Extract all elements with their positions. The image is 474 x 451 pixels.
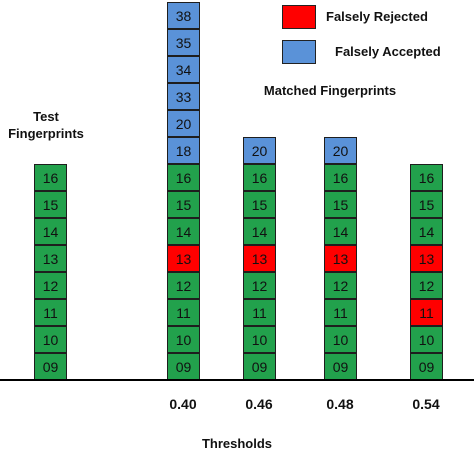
legend-swatch-falsely-rejected <box>282 5 316 29</box>
legend-label-falsely-accepted: Falsely Accepted <box>335 44 441 59</box>
fingerprint-cell: 11 <box>243 299 276 326</box>
fingerprint-cell: 09 <box>243 353 276 380</box>
column-threshold-0.40: 38 35 34 33 20 18 16 15 14 13 12 11 10 09 <box>167 2 200 380</box>
fingerprint-cell: 09 <box>34 353 67 380</box>
fingerprint-cell: 20 <box>167 110 200 137</box>
fingerprint-cell: 09 <box>324 353 357 380</box>
fingerprint-cell: 12 <box>167 272 200 299</box>
fingerprint-cell: 14 <box>410 218 443 245</box>
fingerprint-cell: 10 <box>243 326 276 353</box>
fingerprint-cell: 34 <box>167 56 200 83</box>
column-threshold-0.48: 20 16 15 14 13 12 11 10 09 <box>324 137 357 380</box>
fingerprint-cell: 15 <box>167 191 200 218</box>
column-test-fingerprints: 16 15 14 13 12 11 10 09 <box>34 164 67 380</box>
fingerprint-cell: 15 <box>243 191 276 218</box>
fingerprint-cell: 38 <box>167 2 200 29</box>
fingerprint-cell: 13 <box>243 245 276 272</box>
fingerprint-cell: 09 <box>410 353 443 380</box>
column-threshold-0.46: 20 16 15 14 13 12 11 10 09 <box>243 137 276 380</box>
fingerprint-cell: 10 <box>410 326 443 353</box>
fingerprint-cell: 13 <box>167 245 200 272</box>
fingerprint-cell: 33 <box>167 83 200 110</box>
fingerprint-cell: 16 <box>324 164 357 191</box>
fingerprint-cell: 09 <box>167 353 200 380</box>
threshold-label-0.40: 0.40 <box>169 396 197 412</box>
fingerprint-cell: 13 <box>410 245 443 272</box>
fingerprint-cell: 12 <box>324 272 357 299</box>
fingerprint-cell: 11 <box>410 299 443 326</box>
fingerprint-cell: 16 <box>410 164 443 191</box>
fingerprint-cell: 10 <box>167 326 200 353</box>
fingerprint-cell: 10 <box>34 326 67 353</box>
fingerprint-cell: 11 <box>324 299 357 326</box>
fingerprint-cell: 16 <box>34 164 67 191</box>
fingerprint-cell: 14 <box>324 218 357 245</box>
thresholds-axis-title: Thresholds <box>201 436 273 451</box>
matched-fingerprints-title: Matched Fingerprints <box>263 83 397 98</box>
fingerprint-cell: 20 <box>324 137 357 164</box>
threshold-label-0.48: 0.48 <box>326 396 354 412</box>
fingerprint-cell: 10 <box>324 326 357 353</box>
fingerprint-cell: 20 <box>243 137 276 164</box>
threshold-label-0.54: 0.54 <box>412 396 440 412</box>
fingerprint-cell: 16 <box>167 164 200 191</box>
fingerprint-cell: 15 <box>324 191 357 218</box>
legend-swatch-falsely-accepted <box>282 40 316 64</box>
test-title-line1: Test <box>33 109 59 124</box>
baseline <box>0 379 474 381</box>
test-title-line2: Fingerprints <box>8 126 84 141</box>
fingerprint-cell: 14 <box>243 218 276 245</box>
fingerprint-cell: 12 <box>34 272 67 299</box>
fingerprint-cell: 11 <box>167 299 200 326</box>
legend-label-falsely-rejected: Falsely Rejected <box>326 9 428 24</box>
threshold-label-0.46: 0.46 <box>245 396 273 412</box>
fingerprint-cell: 15 <box>410 191 443 218</box>
fingerprint-cell: 15 <box>34 191 67 218</box>
fingerprint-cell: 12 <box>410 272 443 299</box>
column-threshold-0.54: 16 15 14 13 12 11 10 09 <box>410 164 443 380</box>
fingerprint-cell: 11 <box>34 299 67 326</box>
fingerprint-cell: 12 <box>243 272 276 299</box>
fingerprint-cell: 14 <box>167 218 200 245</box>
test-fingerprints-title: Test Fingerprints <box>0 108 92 142</box>
fingerprint-cell: 13 <box>34 245 67 272</box>
fingerprint-cell: 16 <box>243 164 276 191</box>
fingerprint-cell: 18 <box>167 137 200 164</box>
fingerprint-cell: 14 <box>34 218 67 245</box>
fingerprint-cell: 13 <box>324 245 357 272</box>
fingerprint-cell: 35 <box>167 29 200 56</box>
